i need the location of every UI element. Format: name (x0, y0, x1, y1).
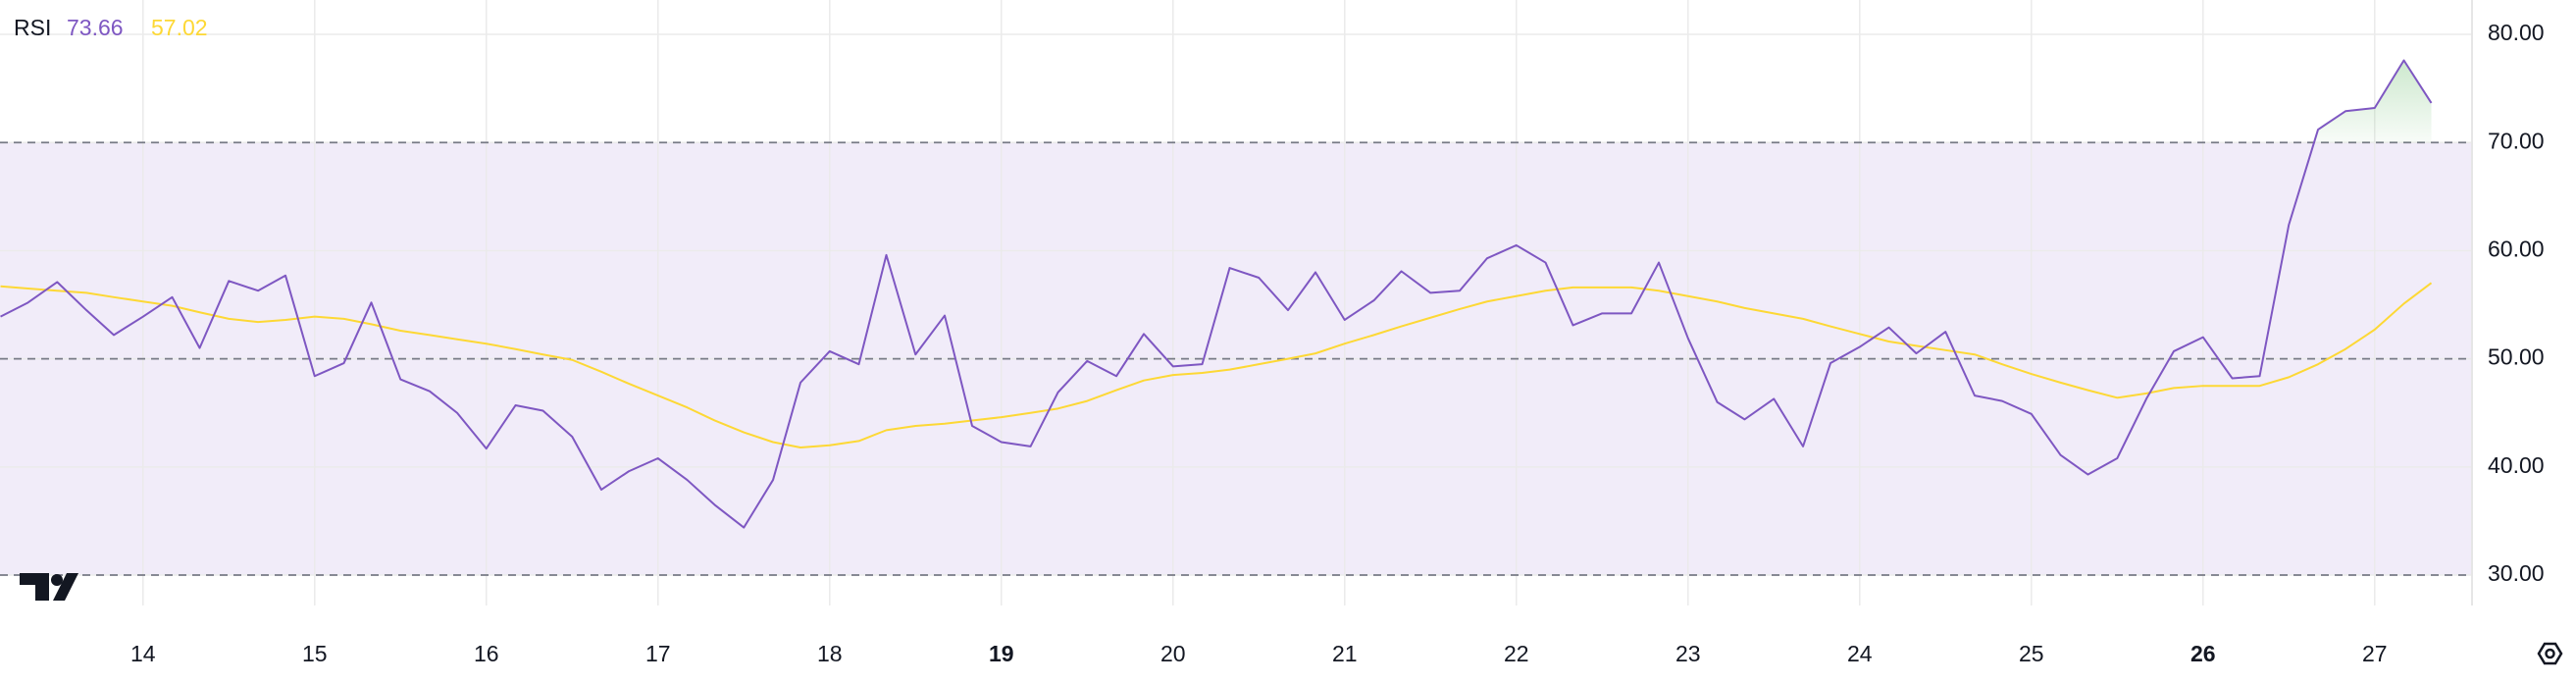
settings-dot[interactable] (2545, 648, 2555, 659)
labels-layer: 30.00 40.00 50.00 60.00 70.00 80.00 14 15 16 17 18… (130, 20, 2545, 666)
y-tick-label: 80.00 (2488, 20, 2545, 45)
grid-layer (0, 0, 2472, 605)
y-tick-label: 30.00 (2488, 560, 2545, 586)
x-tick-label: 14 (130, 641, 156, 666)
y-tick-label: 60.00 (2488, 237, 2545, 262)
x-tick-label: 19 (989, 641, 1014, 666)
x-tick-label: 18 (817, 641, 843, 666)
x-tick-label: 15 (302, 641, 328, 666)
series-line (0, 59, 2433, 529)
y-tick-label: 40.00 (2488, 452, 2545, 478)
x-tick-label: 22 (1504, 641, 1529, 666)
x-tick-label: 20 (1160, 641, 1186, 666)
legend-value: 57.02 (151, 15, 208, 40)
marks-layer (0, 59, 2433, 529)
x-tick-label: 25 (2019, 641, 2044, 666)
logo-part (53, 573, 78, 601)
logo-part (51, 574, 63, 586)
x-tick-label: 27 (2362, 641, 2388, 666)
logo-part (20, 573, 49, 601)
legend-value: 73.66 (67, 15, 124, 40)
legend-title: RSI (14, 15, 51, 40)
x-tick-label: 21 (1332, 641, 1358, 666)
x-tick-label: 24 (1847, 641, 1873, 666)
settings-icon[interactable] (2537, 642, 2563, 665)
y-tick-label: 70.00 (2488, 128, 2545, 153)
x-tick-label: 23 (1675, 641, 1701, 666)
tradingview-logo (20, 573, 78, 601)
x-tick-label: 26 (2190, 641, 2216, 666)
x-tick-label: 17 (645, 641, 671, 666)
overbought-fill (2313, 60, 2432, 143)
y-tick-label: 50.00 (2488, 344, 2545, 370)
legend: RSI 73.66 57.02 (14, 15, 208, 40)
series-line (0, 282, 2433, 448)
x-tick-label: 16 (474, 641, 499, 666)
settings-shape[interactable] (2537, 642, 2563, 665)
